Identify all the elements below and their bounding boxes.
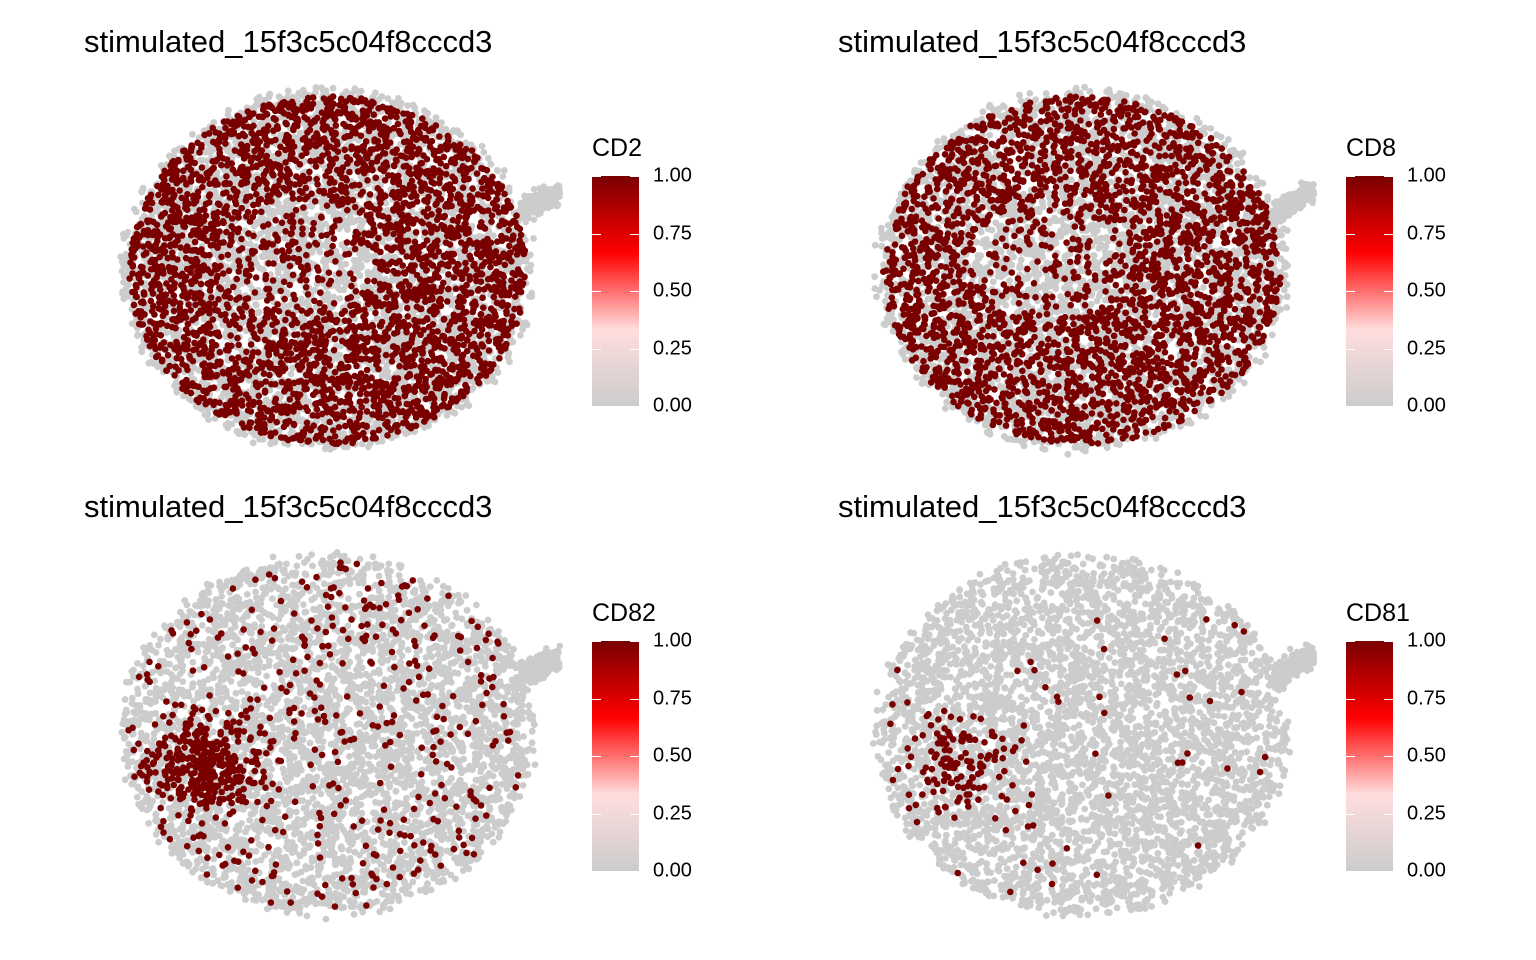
legend-tick-mark xyxy=(1346,406,1355,407)
legend-tick-label: 0.75 xyxy=(653,222,692,245)
legend-tick-mark xyxy=(1384,233,1393,235)
feature-plot-cd8: stimulated_15f3c5c04f8cccd3 CD8 0.00 0.25… xyxy=(754,0,1522,480)
color-legend: CD8 0.00 0.25 0.50 0.75 1.00 xyxy=(1346,130,1496,430)
feature-plot-cd81: stimulated_15f3c5c04f8cccd3 CD81 0.00 0.2… xyxy=(754,465,1522,945)
legend-tick-mark xyxy=(592,176,601,177)
plot-title: stimulated_15f3c5c04f8cccd3 xyxy=(84,489,492,525)
legend-tick-mark xyxy=(1346,813,1355,815)
legend-tick-mark xyxy=(630,176,639,177)
scatter-plot-area xyxy=(871,83,1318,458)
legend-tick-mark xyxy=(592,291,601,292)
legend-tick-mark xyxy=(630,406,639,407)
legend-tick-label: 0.50 xyxy=(653,745,692,768)
legend-tick-mark xyxy=(1346,641,1355,642)
legend-tick-mark xyxy=(1384,698,1393,700)
legend-tick-mark xyxy=(1384,813,1393,815)
legend-title: CD8 xyxy=(1346,134,1396,163)
legend-tick-mark xyxy=(630,871,639,872)
legend-tick-mark xyxy=(1346,871,1355,872)
legend-tick-mark xyxy=(630,291,639,292)
legend-title: CD2 xyxy=(592,134,642,163)
legend-tick-mark xyxy=(1346,756,1355,757)
legend-tick-label: 0.75 xyxy=(1407,687,1446,710)
scatter-plot-area xyxy=(117,84,564,453)
background-cells xyxy=(869,551,1318,920)
feature-plot-cd2: stimulated_15f3c5c04f8cccd3 CD2 0.00 0.25… xyxy=(0,0,768,480)
legend-tick-label: 0.50 xyxy=(1407,280,1446,303)
legend-tick-mark xyxy=(592,813,601,815)
scatter-plot-area xyxy=(869,551,1318,920)
legend-tick-mark xyxy=(630,813,639,815)
legend-tick-label: 0.00 xyxy=(653,395,692,418)
legend-tick-label: 1.00 xyxy=(653,165,692,188)
legend-tick-label: 0.75 xyxy=(653,687,692,710)
legend-tick-mark xyxy=(630,756,639,757)
color-legend: CD2 0.00 0.25 0.50 0.75 1.00 xyxy=(592,130,742,430)
legend-tick-mark xyxy=(1384,406,1393,407)
legend-tick-mark xyxy=(630,348,639,350)
legend-tick-label: 0.00 xyxy=(653,860,692,883)
scatter-plot-area xyxy=(118,549,564,923)
background-cells xyxy=(118,549,564,923)
plot-title: stimulated_15f3c5c04f8cccd3 xyxy=(84,24,492,60)
plot-title: stimulated_15f3c5c04f8cccd3 xyxy=(838,489,1246,525)
expressing-cells xyxy=(125,559,522,910)
legend-tick-mark xyxy=(630,233,639,235)
legend-tick-mark xyxy=(592,756,601,757)
legend-tick-mark xyxy=(592,233,601,235)
legend-tick-mark xyxy=(1384,756,1393,757)
feature-plot-cd82: stimulated_15f3c5c04f8cccd3 CD82 0.00 0.2… xyxy=(0,465,768,945)
plot-title: stimulated_15f3c5c04f8cccd3 xyxy=(838,24,1246,60)
legend-tick-mark xyxy=(592,871,601,872)
legend-tick-label: 0.50 xyxy=(1407,745,1446,768)
expressing-cells xyxy=(126,93,529,448)
legend-tick-mark xyxy=(1384,176,1393,177)
legend-tick-label: 0.25 xyxy=(653,337,692,360)
legend-tick-mark xyxy=(1384,291,1393,292)
legend-tick-mark xyxy=(1346,291,1355,292)
legend-tick-mark xyxy=(1346,176,1355,177)
legend-tick-mark xyxy=(592,406,601,407)
legend-tick-label: 0.25 xyxy=(653,802,692,825)
expressing-cells xyxy=(880,93,1284,447)
legend-tick-label: 1.00 xyxy=(1407,630,1446,653)
color-legend: CD81 0.00 0.25 0.50 0.75 1.00 xyxy=(1346,595,1496,895)
legend-tick-mark xyxy=(630,641,639,642)
legend-title: CD81 xyxy=(1346,599,1410,628)
legend-tick-label: 1.00 xyxy=(653,630,692,653)
expressing-cells xyxy=(887,616,1269,896)
legend-title: CD82 xyxy=(592,599,656,628)
legend-tick-mark xyxy=(1384,641,1393,642)
legend-tick-label: 0.25 xyxy=(1407,802,1446,825)
legend-tick-label: 0.25 xyxy=(1407,337,1446,360)
legend-tick-label: 0.00 xyxy=(1407,395,1446,418)
color-legend: CD82 0.00 0.25 0.50 0.75 1.00 xyxy=(592,595,742,895)
legend-tick-label: 0.50 xyxy=(653,280,692,303)
legend-tick-mark xyxy=(592,698,601,700)
legend-tick-label: 0.75 xyxy=(1407,222,1446,245)
legend-tick-label: 1.00 xyxy=(1407,165,1446,188)
legend-tick-mark xyxy=(592,641,601,642)
legend-tick-mark xyxy=(592,348,601,350)
legend-tick-mark xyxy=(1346,233,1355,235)
legend-tick-mark xyxy=(1346,698,1355,700)
legend-tick-mark xyxy=(630,698,639,700)
legend-tick-mark xyxy=(1384,871,1393,872)
legend-tick-mark xyxy=(1384,348,1393,350)
legend-tick-label: 0.00 xyxy=(1407,860,1446,883)
legend-tick-mark xyxy=(1346,348,1355,350)
